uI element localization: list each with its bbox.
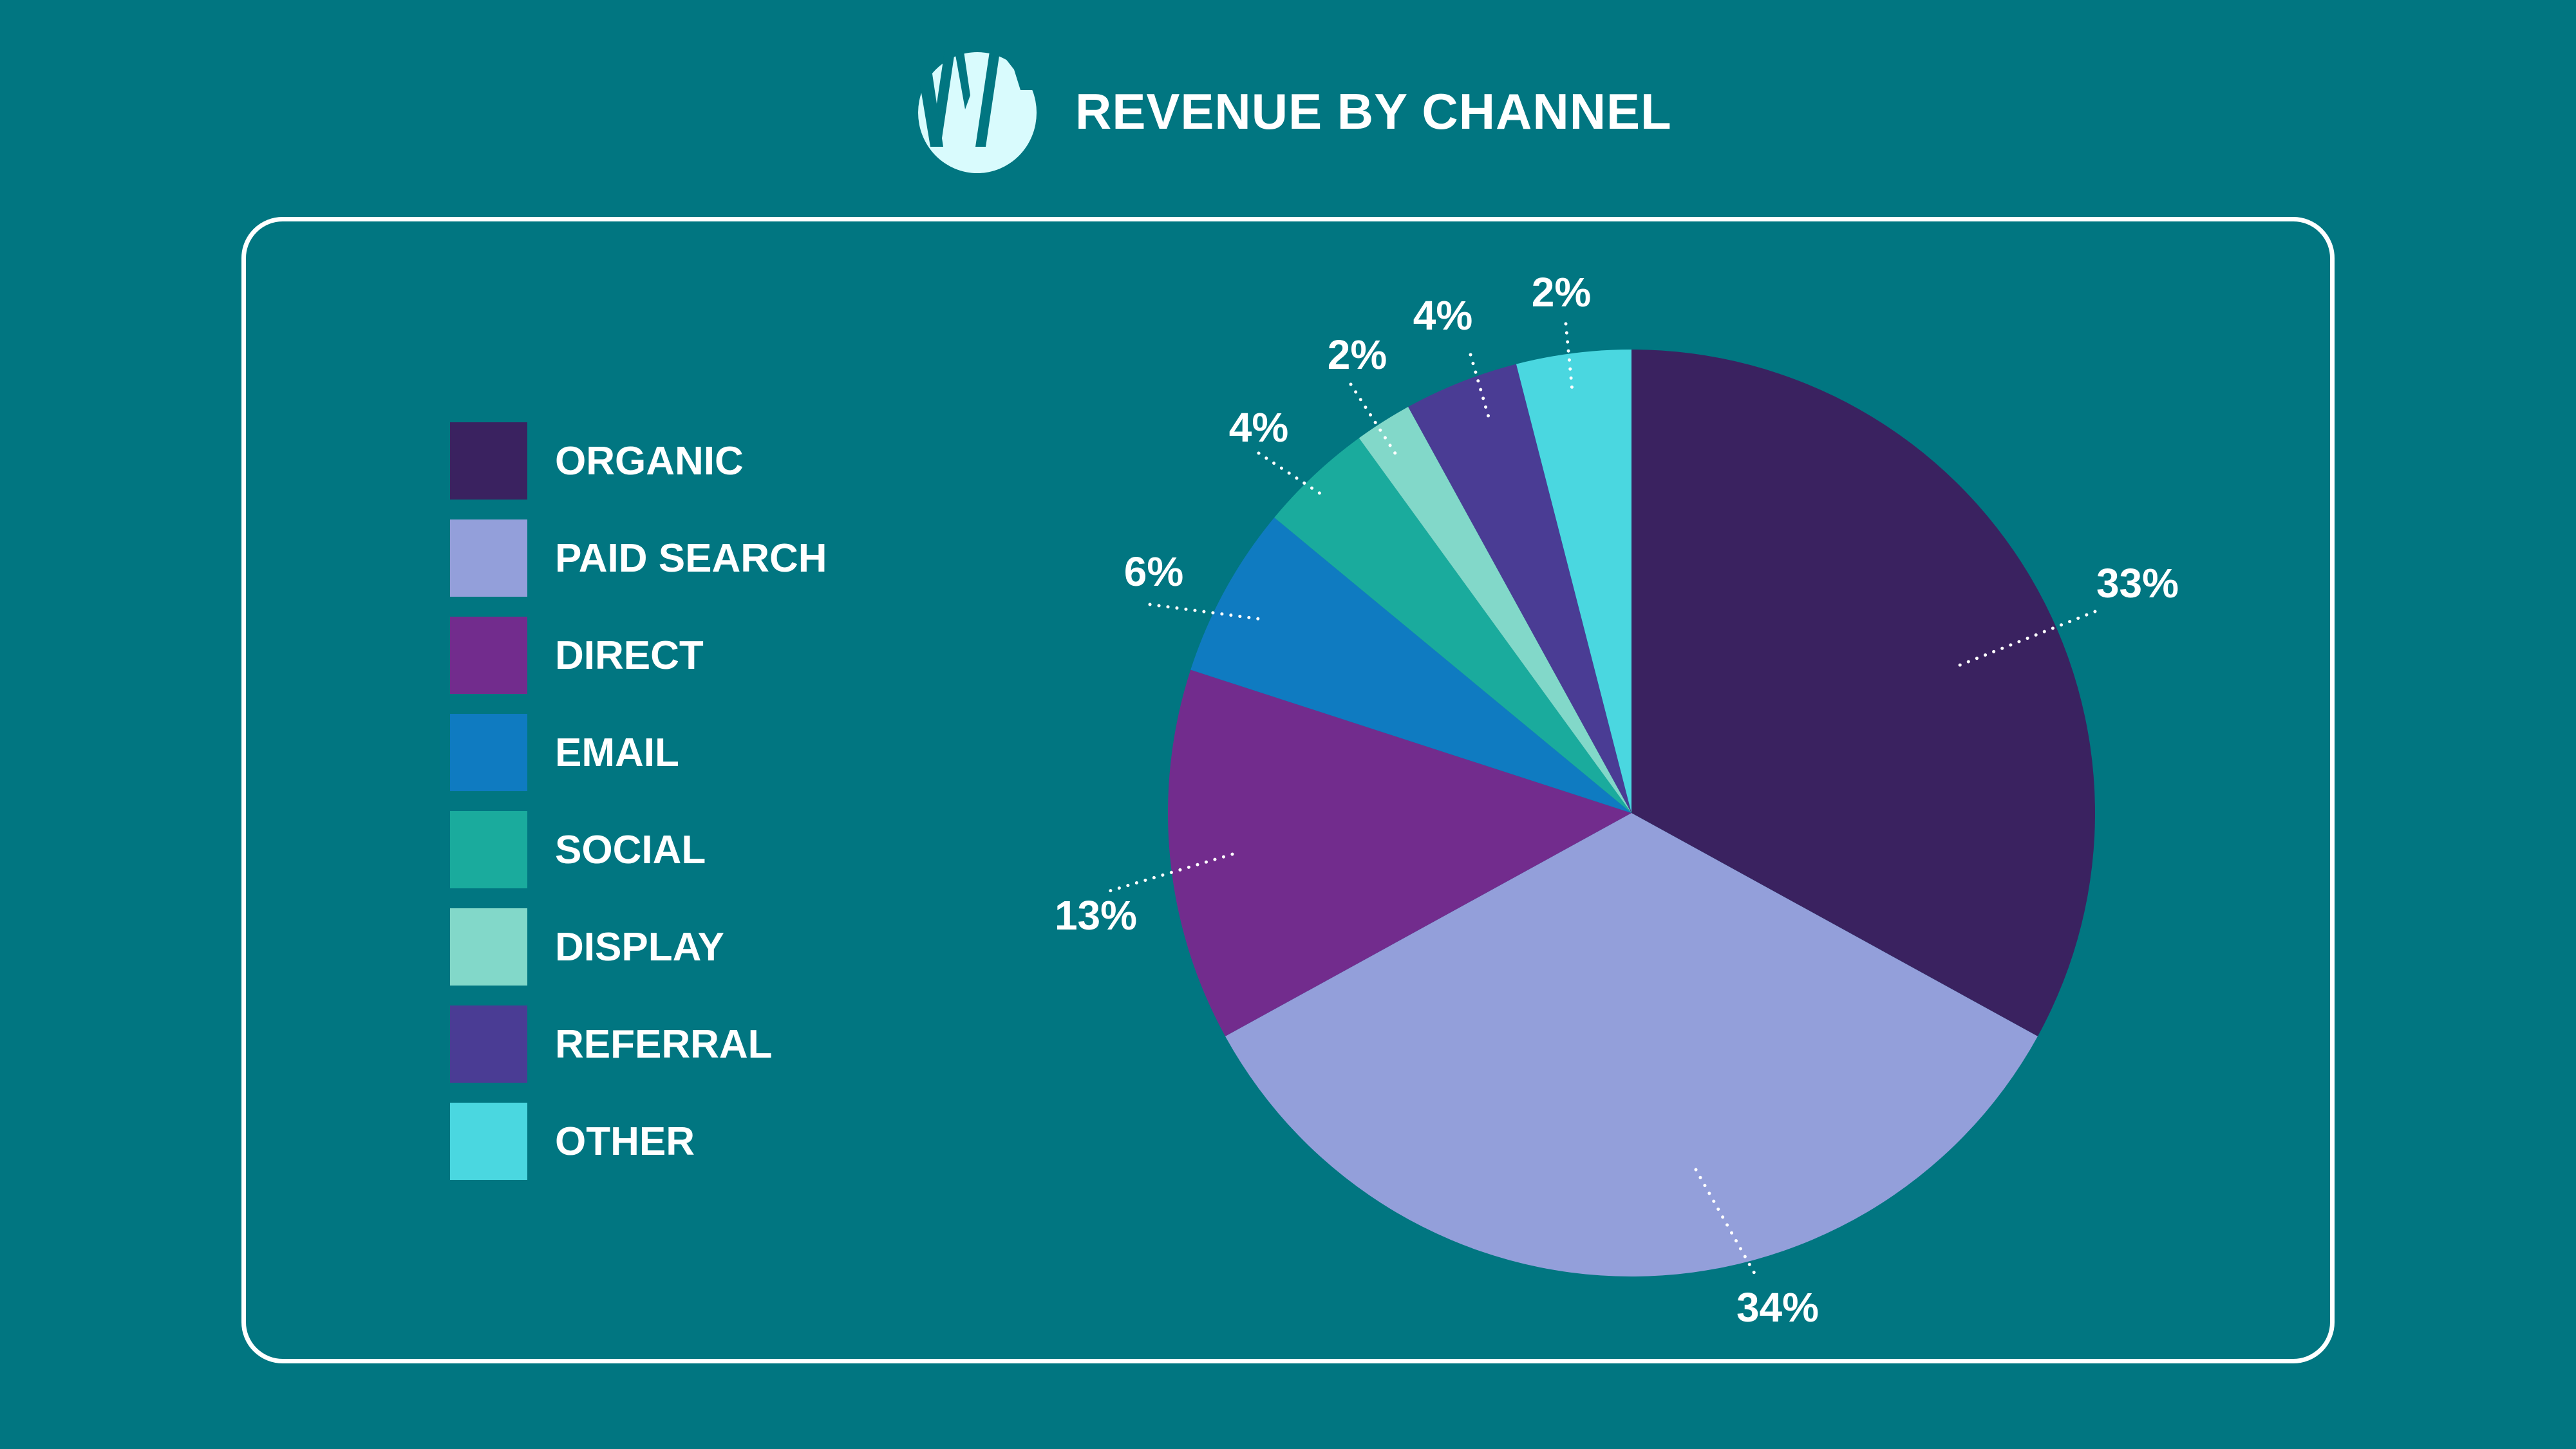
legend-item-paid-search: PAID SEARCH — [450, 519, 827, 597]
pie-slice-paid-search — [1225, 813, 2038, 1277]
data-label-other: 2% — [1532, 269, 1592, 315]
leader-line — [1957, 610, 2097, 668]
legend-swatch — [450, 1005, 527, 1083]
data-label-social: 4% — [1229, 404, 1289, 451]
legend-swatch — [450, 811, 527, 888]
leader-line — [1564, 322, 1574, 393]
data-label-email: 6% — [1124, 548, 1184, 595]
legend-swatch — [450, 519, 527, 597]
legend-item-referral: REFERRAL — [450, 1005, 773, 1083]
legend-label: SOCIAL — [555, 827, 706, 872]
pie-slice-direct — [1168, 669, 1631, 1036]
data-label-referral: 4% — [1413, 292, 1473, 339]
pie-slice-display — [1359, 407, 1631, 813]
legend-label: ORGANIC — [555, 438, 744, 483]
legend-item-social: SOCIAL — [450, 811, 706, 888]
legend-label: OTHER — [555, 1119, 695, 1164]
leader-line — [1349, 382, 1400, 460]
pie-slice-email — [1190, 518, 1631, 813]
legend-item-direct: DIRECT — [450, 617, 704, 694]
pie-slice-other — [1516, 350, 1631, 813]
legend-swatch — [450, 714, 527, 791]
legend-item-display: DISPLAY — [450, 908, 724, 986]
logo-icon — [917, 51, 1037, 173]
legend-label: REFERRAL — [555, 1022, 773, 1067]
legend-label: DISPLAY — [555, 924, 725, 969]
data-label-organic: 33% — [2096, 560, 2179, 606]
leader-line — [1469, 353, 1492, 425]
data-label-direct: 13% — [1055, 892, 1137, 939]
leader-line — [1694, 1168, 1756, 1275]
legend-swatch — [450, 422, 527, 500]
page-title: REVENUE BY CHANNEL — [1075, 83, 1672, 140]
chart-panel — [241, 217, 2335, 1363]
data-label-display: 2% — [1328, 332, 1387, 378]
legend-item-organic: ORGANIC — [450, 422, 744, 500]
pie-slice-organic — [1631, 350, 2096, 1036]
pie-slice-social — [1274, 438, 1631, 813]
legend-label: PAID SEARCH — [555, 536, 827, 581]
legend-swatch — [450, 908, 527, 986]
leader-line — [1104, 852, 1234, 894]
legend-label: EMAIL — [555, 730, 679, 775]
legend-label: DIRECT — [555, 633, 704, 678]
legend-swatch — [450, 617, 527, 694]
leader-line — [1148, 603, 1264, 621]
pie-slice-referral — [1408, 364, 1631, 813]
legend-item-other: OTHER — [450, 1103, 695, 1180]
legend-item-email: EMAIL — [450, 714, 679, 791]
legend-swatch — [450, 1103, 527, 1180]
data-label-paid-search: 34% — [1736, 1284, 1819, 1331]
